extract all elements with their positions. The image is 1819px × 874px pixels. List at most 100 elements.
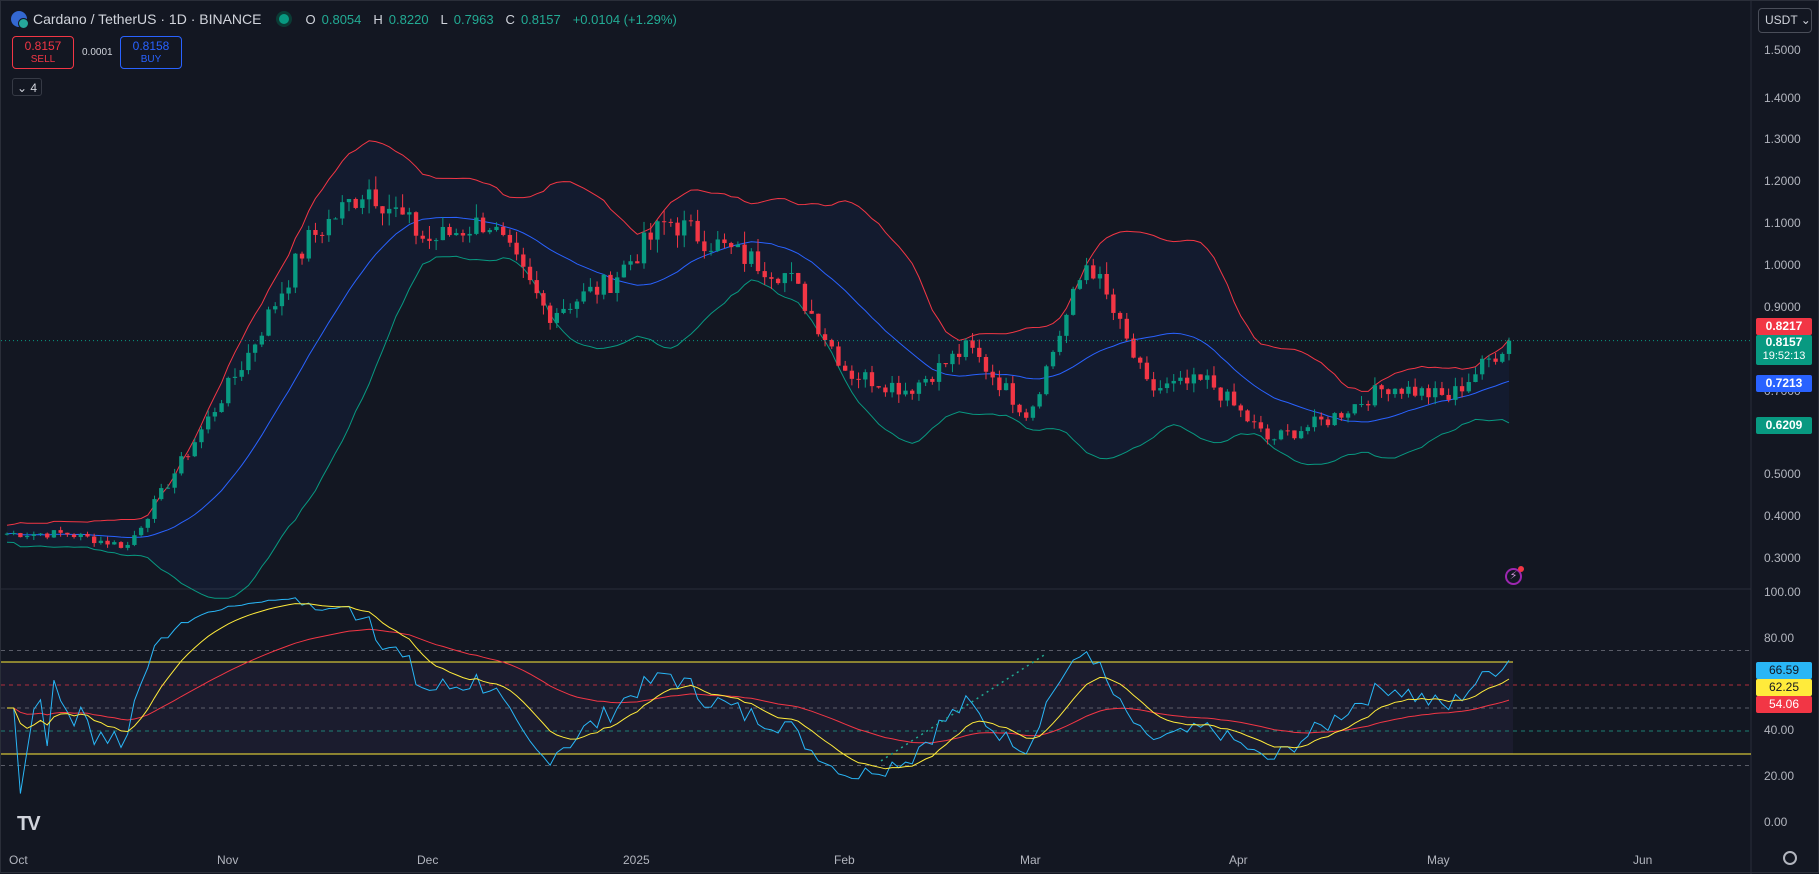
candle-body	[1292, 430, 1297, 439]
candle-body	[534, 280, 539, 294]
candle-body	[1091, 265, 1096, 279]
candle-body	[105, 540, 110, 545]
candle-body	[588, 286, 593, 292]
candle-body	[775, 278, 781, 284]
candle-body	[990, 371, 995, 378]
candle-body	[769, 277, 774, 279]
candle-body	[1419, 388, 1424, 396]
candle-body	[1352, 404, 1357, 414]
time-tick-label: Apr	[1229, 853, 1248, 867]
time-tick-label: Jun	[1633, 853, 1653, 867]
candle-body	[1500, 353, 1505, 362]
candle-body	[1198, 374, 1203, 380]
candle-body	[1030, 406, 1036, 418]
candle-body	[1473, 374, 1478, 383]
candle-body	[286, 287, 291, 294]
rsi-signal-tag: 62.25	[1756, 679, 1812, 696]
buy-price: 0.8158	[132, 39, 170, 53]
candle-body	[903, 390, 908, 395]
candle-body	[1117, 312, 1123, 319]
candle-body	[547, 305, 553, 323]
candle-body	[1386, 389, 1391, 395]
candle-body	[1024, 412, 1029, 418]
candle-body	[608, 274, 613, 293]
candle-body	[889, 382, 895, 393]
candle-body	[1366, 404, 1371, 406]
candle-body	[179, 456, 184, 474]
candle-body	[98, 540, 104, 544]
candle-body	[1097, 273, 1103, 279]
candle-body	[152, 499, 157, 519]
chevron-down-icon: ⌄	[1800, 13, 1811, 27]
lower-band-tag: 0.6209	[1756, 417, 1812, 434]
candle-body	[1426, 388, 1431, 398]
candle-body	[31, 534, 36, 536]
candle-body	[742, 244, 747, 264]
candle-body	[722, 239, 727, 244]
candle-body	[407, 212, 412, 215]
candle-body	[433, 240, 439, 242]
rsi-slow-line	[7, 628, 1510, 744]
candle-body	[420, 235, 425, 239]
time-tick-label: Mar	[1020, 853, 1041, 867]
candle-body	[541, 293, 546, 306]
candle-body	[252, 344, 258, 353]
candle-body	[856, 378, 861, 380]
candle-body	[172, 473, 177, 488]
symbol-title[interactable]: Cardano / TetherUS · 1D · BINANCE	[33, 11, 262, 27]
price-tick-label: 0.3000	[1764, 551, 1801, 565]
candle-body	[1480, 358, 1485, 375]
candle-body	[1332, 413, 1337, 426]
sell-price: 0.8157	[24, 39, 62, 53]
candle-body	[1057, 335, 1062, 352]
lightning-icon[interactable]: ⚡	[1505, 566, 1524, 585]
candle-body	[1037, 394, 1042, 407]
candle-body	[843, 365, 848, 371]
sell-button[interactable]: 0.8157 SELL	[12, 36, 74, 69]
time-tick-label: Feb	[834, 853, 855, 867]
candle-body	[1205, 375, 1210, 380]
candle-body	[24, 535, 30, 538]
price-tick-label: 0.5000	[1764, 467, 1801, 481]
candle-body	[702, 241, 707, 252]
candle-body	[1325, 419, 1331, 426]
candle-body	[1493, 358, 1498, 362]
currency-select[interactable]: USDT ⌄	[1758, 8, 1812, 33]
candle-body	[554, 312, 560, 323]
candle-body	[85, 533, 90, 537]
candle-body	[615, 277, 620, 293]
indicators-toggle[interactable]: ⌄ 4	[12, 78, 42, 96]
tradingview-logo[interactable]: TV	[17, 813, 41, 835]
candle-body	[930, 378, 935, 382]
candle-body	[413, 212, 419, 236]
candle-body	[956, 353, 962, 357]
candle-body	[447, 226, 452, 236]
candle-body	[333, 218, 338, 220]
candle-body	[507, 234, 513, 243]
candle-body	[970, 340, 975, 348]
indicators-count: 4	[30, 81, 38, 95]
candle-body	[1131, 338, 1136, 358]
candle-body	[306, 229, 311, 259]
candle-body	[1171, 380, 1176, 384]
candle-body	[983, 357, 989, 372]
buy-button[interactable]: 0.8158 BUY	[120, 36, 182, 69]
candle-body	[460, 233, 466, 236]
low-value: 0.7963	[453, 11, 494, 27]
candle-body	[735, 244, 741, 248]
candle-body	[849, 370, 855, 379]
candle-body	[1406, 386, 1411, 394]
high-label: H	[373, 11, 383, 27]
candle-body	[869, 372, 875, 387]
buy-label: BUY	[140, 54, 162, 65]
candle-body	[1359, 404, 1364, 406]
candle-body	[246, 352, 251, 371]
divergence-line	[880, 654, 1045, 762]
candle-body	[816, 313, 821, 335]
candle-body	[789, 272, 794, 274]
high-value: 0.8220	[388, 11, 429, 27]
candle-body	[682, 220, 687, 236]
gear-icon[interactable]	[1783, 851, 1797, 865]
candle-body	[1446, 394, 1451, 400]
